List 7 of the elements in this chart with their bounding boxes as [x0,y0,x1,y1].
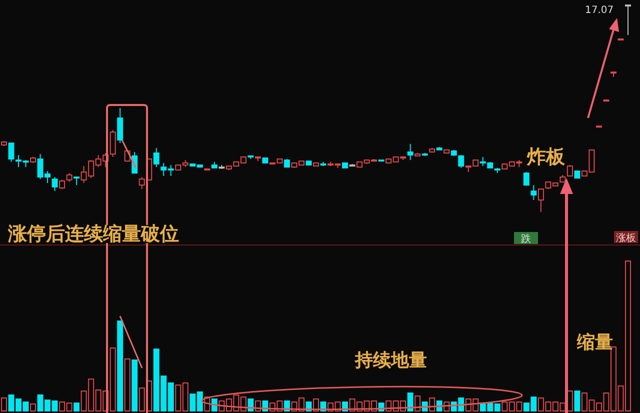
text: 跌 [521,233,531,245]
annotation: 17.07 [585,5,614,16]
annotation: 持续地量 [354,350,427,371]
annotation: 缩量 [576,332,613,353]
annotation: 炸板 [526,146,566,168]
text: 涨停后连续缩量破位 [7,223,179,245]
text: 涨板 [616,232,636,244]
